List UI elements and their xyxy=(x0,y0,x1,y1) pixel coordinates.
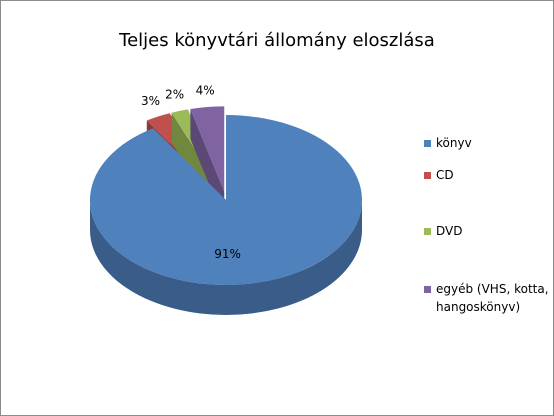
legend-label: könyv xyxy=(436,136,472,150)
data-label: 2% xyxy=(165,88,184,102)
data-label: 4% xyxy=(196,83,215,97)
legend-swatch xyxy=(424,172,431,179)
legend-swatch xyxy=(424,286,431,293)
slice xyxy=(89,115,362,285)
slice-side xyxy=(90,200,362,315)
data-label: 3% xyxy=(141,94,160,108)
slice xyxy=(190,106,225,192)
data-label: 91% xyxy=(214,247,241,261)
legend-label: CD xyxy=(436,168,454,182)
legend-entry: könyv xyxy=(424,134,550,152)
legend-label: DVD xyxy=(436,224,463,238)
legend-entry: CD xyxy=(424,166,550,184)
legend-entry: DVD xyxy=(424,222,550,240)
legend-swatch xyxy=(424,228,431,235)
legend-entry: egyéb (VHS, kotta, hangoskönyv) xyxy=(424,280,550,316)
chart-title: Teljes könyvtári állomány eloszlása xyxy=(119,30,435,51)
legend-swatch xyxy=(424,140,431,147)
legend-label: egyéb (VHS, kotta, hangoskönyv) xyxy=(436,282,549,314)
